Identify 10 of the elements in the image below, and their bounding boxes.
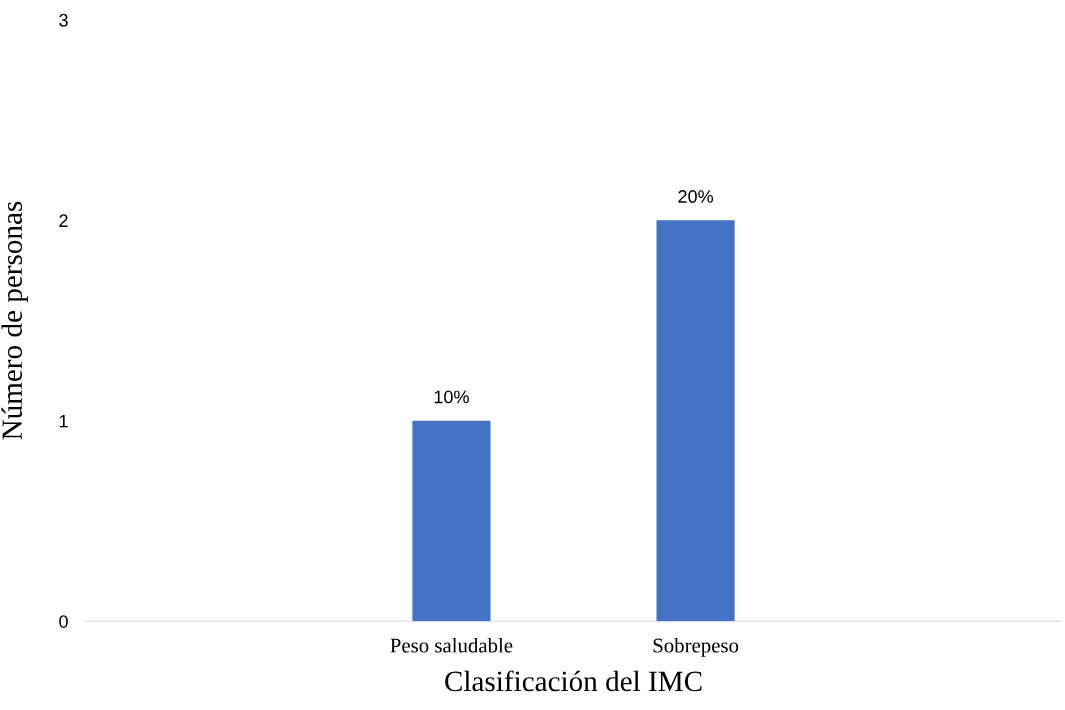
y-tick-label: 1 xyxy=(59,414,68,428)
x-tick-label: Sobrepeso xyxy=(653,637,739,657)
x-tick-label: Peso saludable xyxy=(390,637,513,653)
x-axis-title: Clasificación del IMC xyxy=(445,670,702,692)
annotation: 20% xyxy=(678,190,714,203)
y-axis-title: Número de personas xyxy=(1,201,28,440)
y-tick-label: 0 xyxy=(59,615,68,628)
y-tick-label: 2 xyxy=(59,214,68,227)
y-tick-label: 3 xyxy=(59,13,68,27)
annotation: 10% xyxy=(434,390,469,404)
